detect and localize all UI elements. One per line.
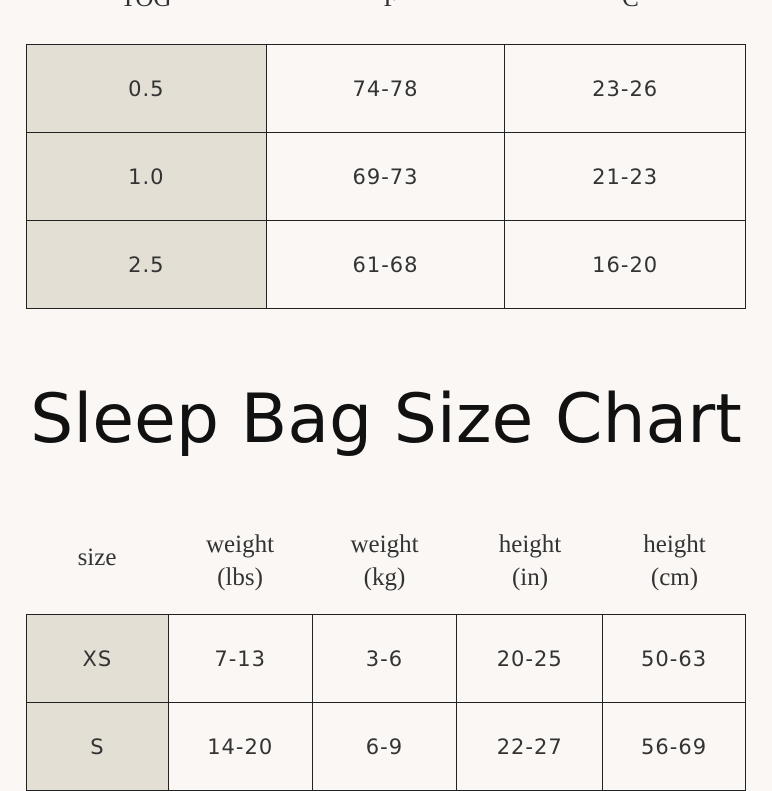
cell: 20-25	[456, 614, 604, 703]
cell: 74-78	[265, 44, 506, 133]
row: 0.5 74-78 23-26	[26, 44, 746, 133]
cell: 69-73	[265, 132, 506, 221]
column-header: weight (kg)	[350, 531, 419, 591]
cell: 6-9	[311, 702, 458, 791]
title: Sleep Bag Size Chart	[30, 380, 742, 459]
cell: 7-13	[167, 614, 313, 703]
cell: 16-20	[504, 220, 746, 309]
column-header: height (cm)	[643, 531, 706, 591]
cell: 50-63	[602, 614, 746, 703]
cell: 23-26	[504, 44, 746, 133]
cell: 22-27	[456, 702, 604, 791]
tog-table: 0.5 74-78 23-26 1.0 69-73 21-23 2.5 61-68 16-20	[26, 44, 746, 309]
column-header: °C	[505, 0, 746, 15]
column-header: height (in)	[498, 531, 562, 591]
cell: S	[26, 702, 169, 791]
row: XS 7-13 3-6 20-25 50-63	[26, 614, 746, 703]
cell: 1.0	[26, 132, 267, 221]
cell: 61-68	[265, 220, 506, 309]
page: TOG°F°C 0.574-7823-261.069-7321-232.561-…	[26, 0, 746, 791]
cell: 14-20	[167, 702, 313, 791]
cell: 3-6	[311, 614, 458, 703]
row: 1.0 69-73 21-23	[26, 132, 746, 221]
column-header: weight (lbs)	[205, 531, 275, 591]
cell: XS	[26, 614, 169, 703]
column-header: °F	[266, 0, 505, 15]
cell: 0.5	[26, 44, 267, 133]
cell: 56-69	[602, 702, 746, 791]
cell: 2.5	[26, 220, 267, 309]
column-header: TOG	[26, 0, 266, 15]
size-table: XS 7-13 3-6 20-25 50-63 S 14-20 6-9 22-27 56-69	[26, 614, 746, 791]
row: 2.5 61-68 16-20	[26, 220, 746, 309]
row: S 14-20 6-9 22-27 56-69	[26, 702, 746, 791]
cell: 21-23	[504, 132, 746, 221]
column-header: size	[77, 544, 117, 571]
